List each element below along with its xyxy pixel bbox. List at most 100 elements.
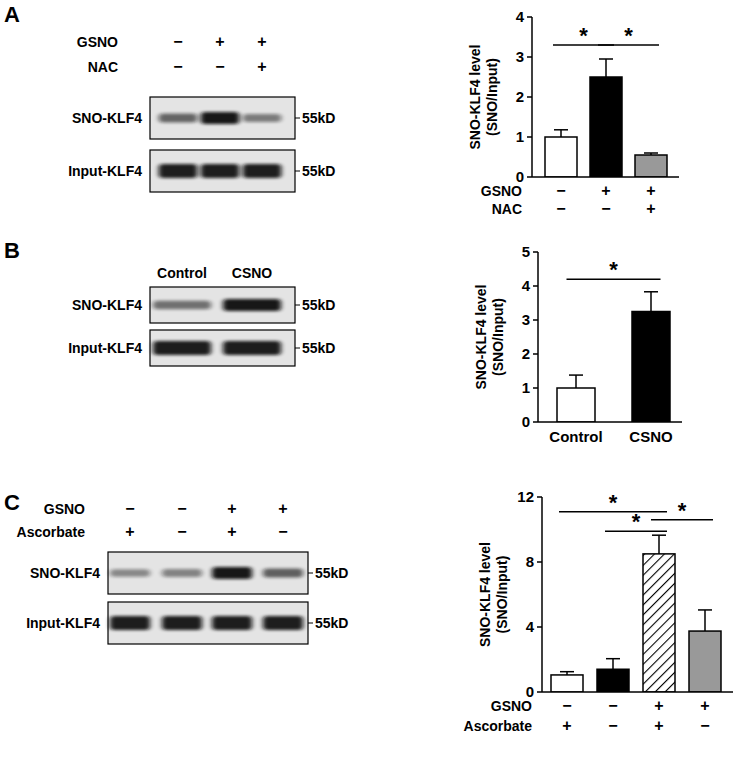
y-tick [537, 496, 542, 498]
y-axis-label: (SNO/Input) [484, 58, 500, 136]
lane-label: CSNO [232, 265, 273, 281]
y-axis-label: (SNO/Input) [490, 298, 506, 376]
x-axis [532, 176, 679, 178]
error-stem [658, 535, 660, 554]
bars [557, 292, 670, 422]
y-tick-label: 4 [526, 618, 535, 635]
band [110, 616, 150, 630]
y-tick [533, 421, 538, 423]
condition-mark: − [700, 717, 709, 734]
condition-mark: − [562, 697, 571, 714]
y-tick-label: 5 [522, 243, 530, 260]
y-axis [537, 252, 539, 422]
significance-label: * [579, 23, 588, 48]
band [263, 568, 303, 577]
error-cap [652, 534, 666, 536]
y-tick [537, 626, 542, 628]
bars [545, 59, 667, 177]
y-tick-label: 1 [522, 379, 530, 396]
condition-mark: + [227, 523, 236, 540]
band [243, 114, 282, 122]
condition-mark: − [125, 500, 134, 517]
condition-mark: + [125, 523, 134, 540]
condition-mark: + [654, 717, 663, 734]
panel-letter: A [4, 2, 20, 27]
y-tick [537, 561, 542, 563]
condition-mark: − [215, 58, 224, 75]
error-cap [599, 58, 613, 60]
condition-mark: + [562, 717, 571, 734]
y-axis-label: SNO-KLF4 level [467, 44, 483, 149]
condition-mark: + [215, 33, 224, 50]
error-cap [644, 152, 658, 154]
error-cap [644, 291, 658, 293]
band [153, 301, 211, 310]
condition-mark: − [556, 200, 565, 217]
bar [545, 137, 577, 177]
band [159, 164, 198, 178]
y-axis-label: SNO-KLF4 level [473, 284, 489, 389]
bar [635, 155, 667, 177]
condition-mark: − [608, 717, 617, 734]
condition-label: GSNO [491, 698, 532, 714]
error-stem [575, 375, 577, 388]
error-cap [606, 658, 620, 660]
condition-mark: + [601, 182, 610, 199]
condition-label: GSNO [77, 34, 118, 50]
row-label: SNO-KLF4 [30, 565, 100, 581]
error-bar [644, 153, 658, 155]
y-tick [527, 16, 532, 18]
size-label: 55kD [315, 565, 348, 581]
condition-mark: − [608, 697, 617, 714]
error-bar [698, 610, 712, 631]
error-stem [650, 292, 652, 312]
y-tick-label: 1 [516, 128, 524, 145]
y-tick-label: 2 [516, 88, 524, 105]
blot-box [150, 150, 295, 192]
error-cap [560, 671, 574, 673]
condition-label: NAC [88, 59, 118, 75]
error-stem [704, 610, 706, 631]
blot-box [108, 602, 308, 644]
error-bar [606, 659, 620, 670]
bars [551, 535, 721, 692]
bar [590, 77, 622, 177]
size-tick [295, 118, 300, 119]
band [162, 569, 202, 577]
condition-mark: − [278, 523, 287, 540]
error-bar [652, 535, 666, 554]
row-label: Input-KLF4 [68, 163, 142, 179]
band [110, 569, 150, 577]
y-tick [533, 251, 538, 253]
chart: 04812SNO-KLF4 level(SNO/Input)GSNO−−++As… [464, 488, 733, 734]
error-bar [644, 292, 658, 312]
bar [551, 675, 583, 692]
y-tick [537, 691, 542, 693]
y-tick [527, 96, 532, 98]
chart: 012345SNO-KLF4 level(SNO/Input)ControlCS… [473, 243, 682, 445]
error-bar [560, 672, 574, 675]
panel-letter: C [4, 490, 20, 515]
significance-label: * [624, 23, 633, 48]
x-axis [538, 421, 682, 423]
row-label: SNO-KLF4 [72, 110, 142, 126]
blot-box [150, 330, 295, 366]
condition-mark: + [654, 697, 663, 714]
band [212, 567, 252, 579]
condition-mark: + [700, 697, 709, 714]
bar [597, 669, 629, 692]
band [162, 616, 202, 630]
condition-mark: + [257, 58, 266, 75]
size-tick [308, 573, 313, 574]
y-tick [527, 56, 532, 58]
band [263, 616, 303, 630]
y-tick-label: 12 [517, 488, 534, 505]
condition-mark: + [278, 500, 287, 517]
y-tick-label: 3 [522, 311, 530, 328]
condition-mark: − [173, 33, 182, 50]
band [159, 114, 198, 123]
y-tick-label: 3 [516, 48, 524, 65]
y-tick-label: 4 [522, 277, 531, 294]
error-cap [554, 129, 568, 131]
size-label: 55kD [302, 163, 335, 179]
